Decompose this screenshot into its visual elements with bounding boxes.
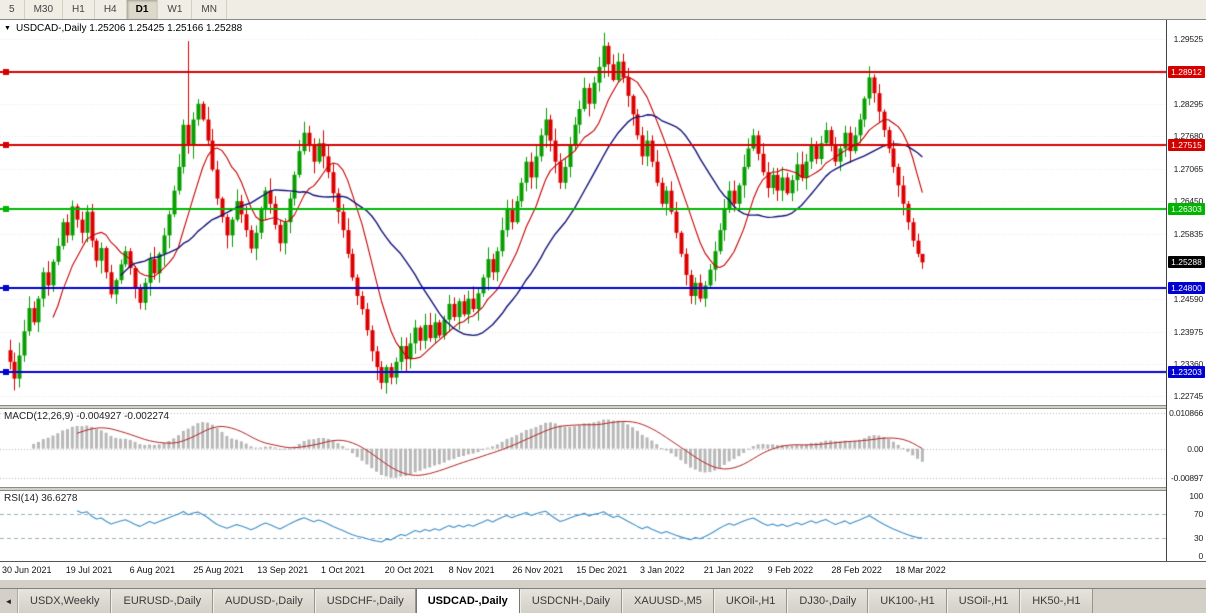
rsi-axis-label: 100 (1189, 490, 1203, 501)
price-tag: 1.26303 (1168, 202, 1205, 215)
macd-axis-label: 0.00 (1187, 443, 1203, 454)
panel-splitter[interactable] (0, 487, 1166, 491)
tab-usdx-weekly[interactable]: USDX,Weekly (18, 589, 112, 613)
rsi-chart-canvas[interactable] (0, 491, 1166, 561)
period-button-mn[interactable]: MN (192, 0, 227, 19)
period-toolbar: 5 M30 H1 H4 D1 W1 MN (0, 0, 1206, 20)
time-axis-label: 8 Nov 2021 (448, 565, 495, 575)
rsi-panel[interactable]: RSI(14) 36.6278 (0, 491, 1166, 561)
symbol-tabs: USDX,Weekly EURUSD-,Daily AUDUSD-,Daily USD… (18, 589, 1093, 613)
rsi-label: RSI(14) 36.6278 (4, 493, 78, 504)
price-axis-label: 1.26450 (1173, 196, 1204, 207)
tab-uk100-h1[interactable]: UK100-,H1 (868, 589, 947, 613)
macd-axis-label: 0.010866 (1169, 408, 1203, 419)
time-axis-label: 25 Aug 2021 (193, 565, 244, 575)
tab-audusd-daily[interactable]: AUDUSD-,Daily (213, 589, 315, 613)
rsi-axis-label: 0 (1198, 551, 1203, 562)
price-axis-label: 1.29525 (1173, 34, 1204, 45)
price-chart-canvas[interactable] (0, 20, 1166, 405)
price-axis-label: 1.25835 (1173, 228, 1204, 239)
status-strip (0, 579, 1206, 588)
price-tag: 1.24800 (1168, 282, 1205, 295)
price-axis-label: 1.27680 (1173, 131, 1204, 142)
symbol-tab-bar: ◄ USDX,Weekly EURUSD-,Daily AUDUSD-,Daily U… (0, 588, 1206, 613)
time-axis-label: 20 Oct 2021 (384, 565, 434, 575)
tab-eurusd-daily[interactable]: EURUSD-,Daily (111, 589, 214, 613)
price-axis-label: 1.23360 (1173, 358, 1204, 369)
tab-ukoil-h1[interactable]: UKOil-,H1 (713, 589, 788, 613)
tab-usdcad-daily[interactable]: USDCAD-,Daily (415, 589, 520, 613)
tab-xauusd-m5[interactable]: XAUUSD-,M5 (622, 589, 714, 613)
period-button-d1[interactable]: D1 (126, 0, 159, 19)
panel-splitter[interactable] (0, 405, 1166, 409)
price-axis-label: 1.22745 (1173, 391, 1204, 402)
symbol-dropdown-icon[interactable]: ▼ (4, 25, 11, 32)
rsi-axis-label: 30 (1193, 533, 1203, 544)
period-button-h1[interactable]: H1 (63, 0, 95, 19)
period-button-m30[interactable]: M30 (25, 0, 64, 19)
chart-plot-column: ▼ USDCAD-,Daily 1.25206 1.25425 1.25166 … (0, 20, 1166, 561)
price-axis-label: 1.27065 (1173, 163, 1204, 174)
time-axis-label: 1 Oct 2021 (321, 565, 366, 575)
rsi-axis-label: 70 (1193, 508, 1203, 519)
price-panel[interactable]: ▼ USDCAD-,Daily 1.25206 1.25425 1.25166 … (0, 20, 1166, 405)
time-axis-label: 18 Mar 2022 (895, 565, 946, 575)
chart-title-text: USDCAD-,Daily 1.25206 1.25425 1.25166 1.… (15, 23, 243, 34)
price-axis-label: 1.24590 (1173, 294, 1204, 305)
price-tag: 1.27515 (1168, 139, 1205, 152)
time-axis-label: 13 Sep 2021 (257, 565, 309, 575)
tab-usdcnh-daily[interactable]: USDCNH-,Daily (519, 589, 623, 613)
period-button-h4[interactable]: H4 (95, 0, 127, 19)
macd-chart-canvas[interactable] (0, 409, 1166, 487)
time-axis-label: 21 Jan 2022 (703, 565, 754, 575)
time-axis[interactable]: 30 Jun 2021 19 Jul 2021 6 Aug 2021 25 Aug 2… (0, 561, 1206, 579)
price-axis-label: 1.23975 (1173, 326, 1204, 337)
time-axis-label: 19 Jul 2021 (65, 565, 113, 575)
tab-scroll-left-icon[interactable]: ◄ (0, 589, 18, 613)
chart-window: ▼ USDCAD-,Daily 1.25206 1.25425 1.25166 … (0, 20, 1206, 561)
period-button-5[interactable]: 5 (0, 0, 25, 19)
price-tag: 1.28912 (1168, 65, 1205, 78)
time-axis-label: 30 Jun 2021 (2, 565, 52, 575)
price-axis[interactable]: 1.29525 1.28295 1.27680 1.27065 1.26450 1.258… (1166, 20, 1206, 561)
time-axis-label: 26 Nov 2021 (512, 565, 564, 575)
price-tag: 1.23203 (1168, 366, 1205, 379)
macd-label: MACD(12,26,9) -0.004927 -0.002274 (4, 411, 170, 422)
tab-usdchf-daily[interactable]: USDCHF-,Daily (314, 589, 416, 613)
price-axis-label: 1.28295 (1173, 99, 1204, 109)
time-axis-label: 6 Aug 2021 (129, 565, 176, 575)
tab-dj30-daily[interactable]: DJ30-,Daily (787, 589, 869, 613)
price-tag: 1.25288 (1168, 256, 1205, 269)
period-button-w1[interactable]: W1 (158, 0, 193, 19)
macd-panel[interactable]: MACD(12,26,9) -0.004927 -0.002274 (0, 409, 1166, 487)
time-axis-label: 9 Feb 2022 (767, 565, 814, 575)
chart-title-overlay: ▼ USDCAD-,Daily 1.25206 1.25425 1.25166 … (4, 23, 242, 34)
time-axis-label: 28 Feb 2022 (831, 565, 882, 575)
time-axis-label: 15 Dec 2021 (576, 565, 628, 575)
tab-hk50-h1[interactable]: HK50-,H1 (1020, 589, 1093, 613)
time-axis-label: 3 Jan 2022 (640, 565, 685, 575)
tab-usoil-h1[interactable]: USOil-,H1 (946, 589, 1021, 613)
macd-axis-label: -0.00897 (1171, 472, 1203, 483)
